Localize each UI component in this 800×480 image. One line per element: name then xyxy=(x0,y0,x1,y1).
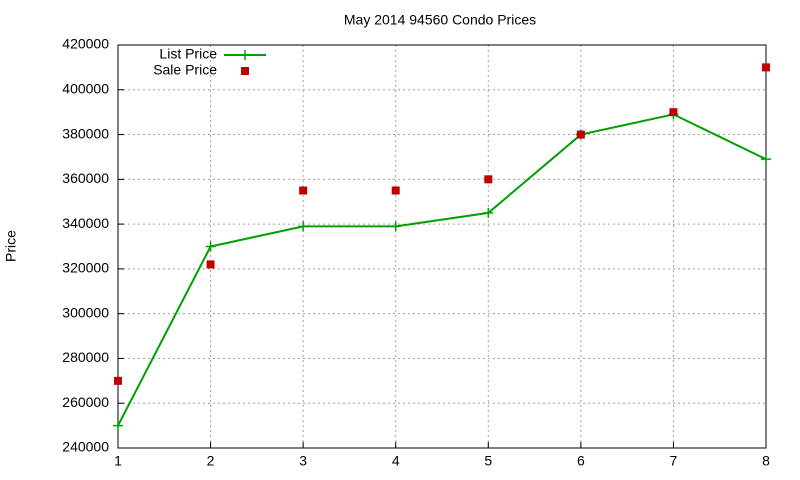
y-tick-label: 360000 xyxy=(62,170,109,186)
x-tick-label: 2 xyxy=(207,453,215,469)
x-tick-label: 1 xyxy=(114,453,122,469)
plot-border xyxy=(117,44,767,449)
legend-label: Sale Price xyxy=(153,62,217,78)
data-point xyxy=(669,108,678,117)
x-tick-label: 7 xyxy=(670,453,678,469)
legend-label: List Price xyxy=(159,46,217,62)
legend-marker xyxy=(240,50,250,60)
data-point xyxy=(761,154,771,165)
y-tick-label: 300000 xyxy=(62,304,109,320)
series-line xyxy=(117,113,767,427)
y-tick-label: 280000 xyxy=(62,349,109,365)
data-point xyxy=(390,221,401,232)
x-tick-label: 6 xyxy=(577,453,585,469)
y-tick-label: 340000 xyxy=(62,215,109,231)
x-tick-label: 4 xyxy=(392,453,400,469)
legend-marker xyxy=(241,67,249,75)
y-axis-label: Price xyxy=(3,230,19,262)
data-point xyxy=(391,186,400,195)
data-point xyxy=(298,221,309,232)
x-tick-label: 5 xyxy=(484,453,492,469)
y-tick-label: 260000 xyxy=(62,394,109,410)
data-point xyxy=(484,175,493,184)
x-tick-label: 3 xyxy=(299,453,307,469)
data-point xyxy=(114,376,122,385)
y-tick-label: 240000 xyxy=(62,439,109,455)
data-point xyxy=(299,186,308,195)
x-tick-label: 8 xyxy=(762,453,770,469)
chart-title: May 2014 94560 Condo Prices xyxy=(344,12,536,28)
data-point xyxy=(762,63,770,72)
data-point xyxy=(206,260,215,269)
data-point xyxy=(483,207,494,218)
y-tick-label: 400000 xyxy=(62,80,109,96)
y-tick-label: 420000 xyxy=(62,36,109,52)
y-tick-label: 380000 xyxy=(62,125,109,141)
y-tick-label: 320000 xyxy=(62,260,109,276)
data-point xyxy=(205,241,216,252)
data-point xyxy=(113,420,123,431)
data-point xyxy=(576,130,585,139)
